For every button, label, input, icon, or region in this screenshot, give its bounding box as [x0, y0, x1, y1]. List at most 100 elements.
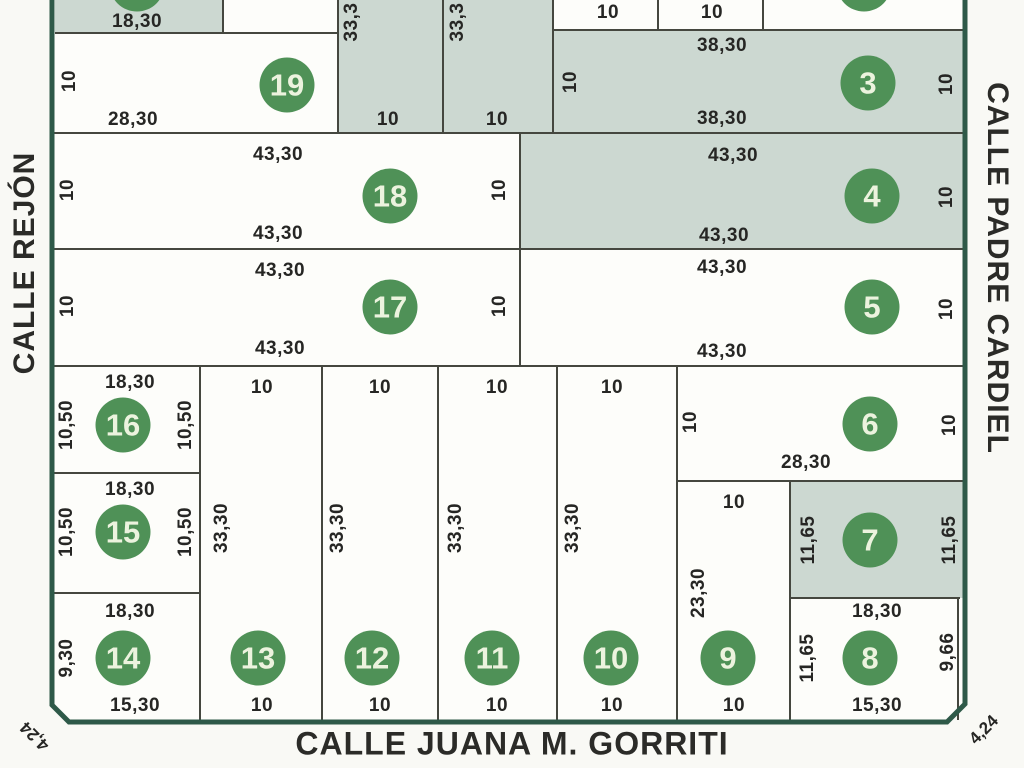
street-label-left: CALLE REJÓN — [8, 151, 41, 375]
lot-5-dim-bottom: 43,30 — [696, 341, 748, 362]
lot-14-circle: 14 — [95, 630, 151, 686]
lot-8-dim-top: 18,30 — [851, 601, 903, 622]
lot-a-dim-bottom: 18,30 — [111, 11, 163, 32]
lot-f-dim-top: 10 — [700, 2, 724, 23]
lot-10-dim-bottom: 10 — [600, 695, 624, 716]
lot-16-dim-right: 10,50 — [175, 399, 196, 451]
strip-d-dim-side: 33,3 — [447, 2, 468, 42]
lot-10-circle: 10 — [583, 630, 639, 686]
lot-3-dim-bottom: 38,30 — [696, 108, 748, 129]
lot-11-dim-side: 33,30 — [445, 502, 466, 554]
lot-5-number: 5 — [863, 289, 881, 324]
lot-10-dim-side: 33,30 — [562, 502, 583, 554]
lot-circle-partial-top-left — [109, 0, 165, 12]
lot-4-number: 4 — [863, 178, 881, 213]
street-label-bottom: CALLE JUANA M. GORRITI — [295, 725, 729, 762]
lot-12-number: 12 — [354, 640, 390, 675]
lot-9-dim-bottom: 10 — [722, 695, 746, 716]
lot-12-dim-side: 33,30 — [327, 502, 348, 554]
lot-7-dim-left: 11,65 — [798, 515, 819, 565]
lot-3-number: 3 — [859, 65, 877, 100]
lot-4-circle: 4 — [844, 168, 900, 224]
lot-17-dim-bottom: 43,30 — [254, 338, 306, 359]
lot-4-dim-right: 10 — [936, 185, 957, 209]
lot-10-number: 10 — [593, 640, 629, 675]
lot-13-dim-top: 10 — [250, 377, 274, 398]
lot-4-dim-bottom: 43,30 — [698, 225, 750, 246]
lot-15-dim-left: 10,50 — [56, 506, 77, 558]
lot-13-circle: 13 — [230, 630, 286, 686]
strip-c-dim-bottom: 10 — [376, 109, 400, 130]
lot-9-circle: 9 — [700, 630, 756, 686]
lot-19-dim-bottom: 28,30 — [107, 109, 159, 130]
lot-12-dim-top: 10 — [368, 377, 392, 398]
lot-17-dim-top: 43,30 — [254, 260, 306, 281]
lot-e-dim-top: 10 — [596, 2, 620, 23]
lot-9-dim-top: 10 — [722, 492, 746, 513]
lot-19-circle: 19 — [259, 57, 315, 113]
lot-6-number: 6 — [861, 406, 879, 441]
lot-18-dim-right: 10 — [489, 178, 510, 202]
lot-15-dim-right: 10,50 — [175, 506, 196, 558]
lot-16-dim-left: 10,50 — [56, 399, 77, 451]
lot-18-dim-bottom: 43,30 — [252, 223, 304, 244]
lot-8-dim-right: 9,66 — [937, 632, 958, 672]
parcel-boundaries — [52, 0, 965, 722]
lot-11-dim-bottom: 10 — [485, 695, 509, 716]
lot-6-dim-right: 10 — [939, 413, 960, 437]
lot-8-circle: 8 — [842, 630, 898, 686]
street-label-right: CALLE PADRE CARDIEL — [981, 82, 1014, 454]
lot-18-dim-left: 10 — [57, 178, 78, 202]
lot-14-dim-top: 18,30 — [104, 601, 156, 622]
block-outline — [49, 0, 968, 725]
lot-6-circle: 6 — [842, 396, 898, 452]
lot-4-dim-top: 43,30 — [707, 145, 759, 166]
lot-13-number: 13 — [240, 640, 276, 675]
lot-15-circle: 15 — [95, 504, 151, 560]
lot-12-dim-bottom: 10 — [368, 695, 392, 716]
lot-14-dim-left: 9,30 — [56, 638, 77, 678]
lot-16-number: 16 — [105, 407, 141, 442]
lot-16-circle: 16 — [95, 397, 151, 453]
lot-7-circle: 7 — [842, 512, 898, 568]
lot-8-dim-bottom: 15,30 — [851, 695, 903, 716]
lot-11-circle: 11 — [464, 630, 520, 686]
lot-19-dim-left: 10 — [59, 69, 80, 93]
lot-17-number: 17 — [372, 289, 408, 324]
lot-3-dim-top: 38,30 — [696, 35, 748, 56]
strip-d-dim-bottom: 10 — [485, 109, 509, 130]
lot-5-circle: 5 — [844, 279, 900, 335]
lot-18-dim-top: 43,30 — [252, 144, 304, 165]
lot-7-number: 7 — [861, 522, 879, 557]
lot-6-dim-bottom: 28,30 — [780, 452, 832, 473]
shaded-parcels — [55, 0, 965, 598]
lot-17-circle: 17 — [362, 279, 418, 335]
lot-7-dim-right: 11,65 — [939, 515, 960, 565]
strip-c-dim-side: 33,3 — [341, 2, 362, 42]
lot-6-dim-left: 10 — [680, 410, 701, 434]
lot-circle-partial-top-right — [836, 0, 892, 12]
lot-12-circle: 12 — [344, 630, 400, 686]
lot-18-number: 18 — [372, 178, 408, 213]
lot-5-dim-right: 10 — [936, 297, 957, 321]
lot-11-number: 11 — [475, 640, 509, 675]
lot-19-number: 19 — [269, 67, 305, 102]
lot-14-dim-bottom: 15,30 — [109, 695, 161, 716]
lot-9-number: 9 — [719, 640, 737, 675]
lot-5-dim-top: 43,30 — [696, 257, 748, 278]
lot-13-dim-bottom: 10 — [250, 695, 274, 716]
lot-8-dim-left: 11,65 — [797, 633, 818, 683]
lot-3-circle: 3 — [840, 55, 896, 111]
lot-14-number: 14 — [105, 640, 141, 675]
lot-18-circle: 18 — [362, 168, 418, 224]
lot-9-dim-side: 23,30 — [688, 567, 709, 619]
lot-17-dim-right: 10 — [489, 294, 510, 318]
lot-15-dim-top: 18,30 — [104, 479, 156, 500]
lot-3-dim-left: 10 — [560, 70, 581, 94]
lot-11-dim-top: 10 — [485, 377, 509, 398]
lot-3-dim-right: 10 — [936, 72, 957, 96]
lot-8-number: 8 — [861, 640, 879, 675]
lot-13-dim-side: 33,30 — [211, 502, 232, 554]
